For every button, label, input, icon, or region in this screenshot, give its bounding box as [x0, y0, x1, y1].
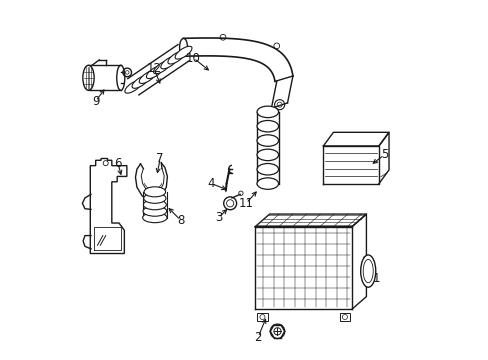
Text: 8: 8: [177, 214, 184, 227]
Ellipse shape: [143, 193, 165, 203]
Text: 6: 6: [114, 157, 122, 170]
Ellipse shape: [161, 56, 177, 69]
Text: 10: 10: [186, 51, 201, 64]
Ellipse shape: [124, 80, 142, 93]
Text: 11: 11: [238, 197, 253, 210]
Ellipse shape: [142, 206, 166, 216]
Text: 2: 2: [254, 330, 262, 343]
Ellipse shape: [360, 255, 375, 287]
Ellipse shape: [142, 213, 167, 223]
Ellipse shape: [132, 76, 149, 88]
Ellipse shape: [144, 187, 165, 197]
Ellipse shape: [175, 46, 192, 59]
Ellipse shape: [257, 135, 278, 146]
Text: 9: 9: [92, 95, 99, 108]
Text: 12: 12: [146, 62, 162, 75]
Ellipse shape: [257, 163, 278, 175]
Ellipse shape: [257, 149, 278, 161]
Text: 3: 3: [215, 211, 222, 224]
Ellipse shape: [167, 51, 184, 64]
Text: 4: 4: [207, 177, 215, 190]
Ellipse shape: [139, 71, 156, 84]
Bar: [339, 314, 349, 321]
Ellipse shape: [257, 121, 278, 132]
Ellipse shape: [153, 61, 170, 74]
Text: 5: 5: [380, 148, 387, 161]
Ellipse shape: [257, 178, 278, 189]
Ellipse shape: [257, 106, 278, 118]
Ellipse shape: [146, 66, 163, 78]
Text: 7: 7: [156, 152, 163, 165]
Bar: [257, 314, 267, 321]
Ellipse shape: [143, 200, 166, 210]
Text: 1: 1: [372, 272, 380, 285]
